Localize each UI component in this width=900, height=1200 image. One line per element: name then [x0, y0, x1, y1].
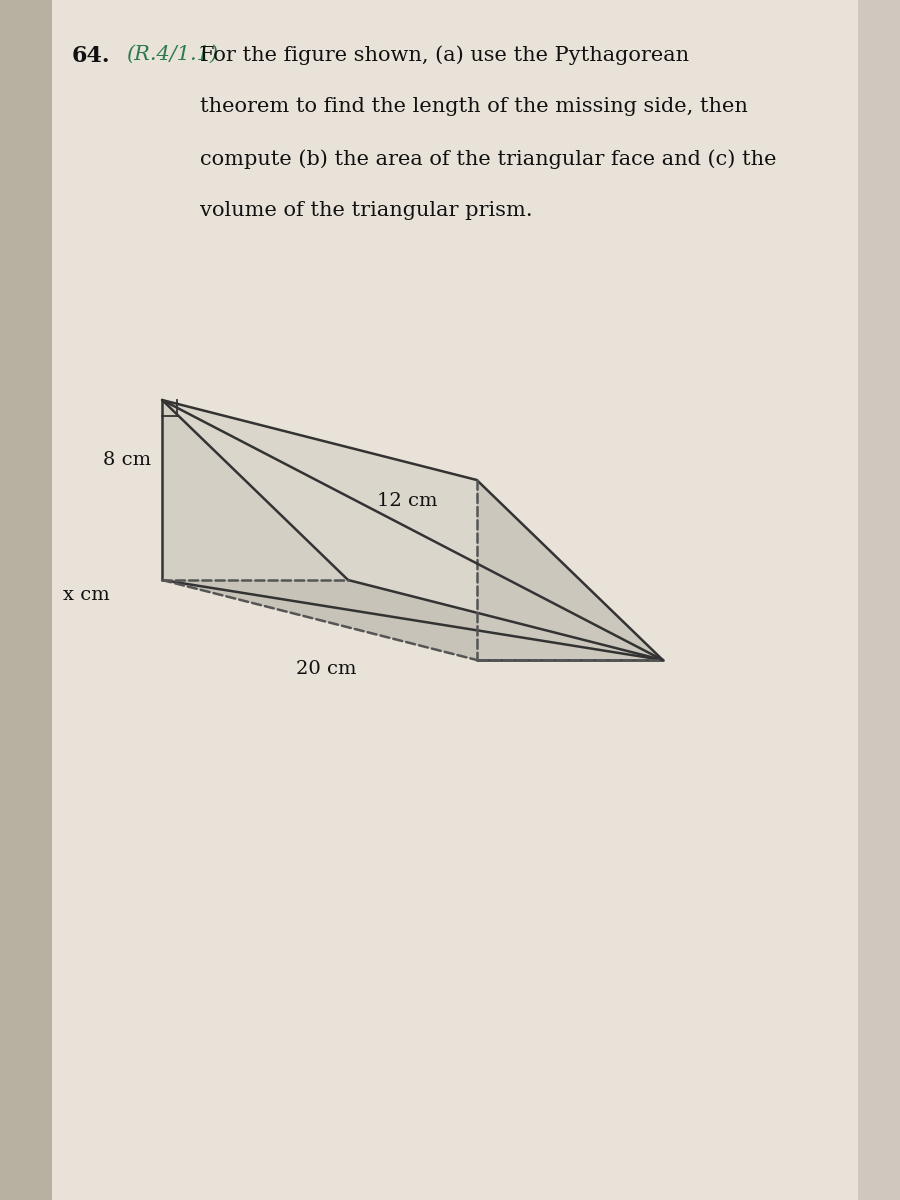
Text: volume of the triangular prism.: volume of the triangular prism. — [201, 200, 533, 220]
Text: x cm: x cm — [63, 586, 110, 604]
Text: (R.4/1.1): (R.4/1.1) — [126, 44, 218, 64]
Text: 12 cm: 12 cm — [377, 492, 438, 510]
Text: 64.: 64. — [71, 44, 110, 67]
Text: 20 cm: 20 cm — [296, 660, 357, 678]
Text: For the figure shown, (a) use the Pythagorean: For the figure shown, (a) use the Pythag… — [201, 44, 689, 65]
Text: compute (b) the area of the triangular face and (c) the: compute (b) the area of the triangular f… — [201, 149, 777, 169]
Polygon shape — [0, 0, 52, 1200]
Polygon shape — [52, 0, 859, 1200]
Text: 8 cm: 8 cm — [103, 451, 150, 469]
Polygon shape — [477, 480, 662, 660]
Polygon shape — [162, 580, 662, 660]
Polygon shape — [162, 400, 348, 580]
Text: theorem to find the length of the missing side, then: theorem to find the length of the missin… — [201, 97, 748, 116]
Polygon shape — [162, 400, 662, 660]
